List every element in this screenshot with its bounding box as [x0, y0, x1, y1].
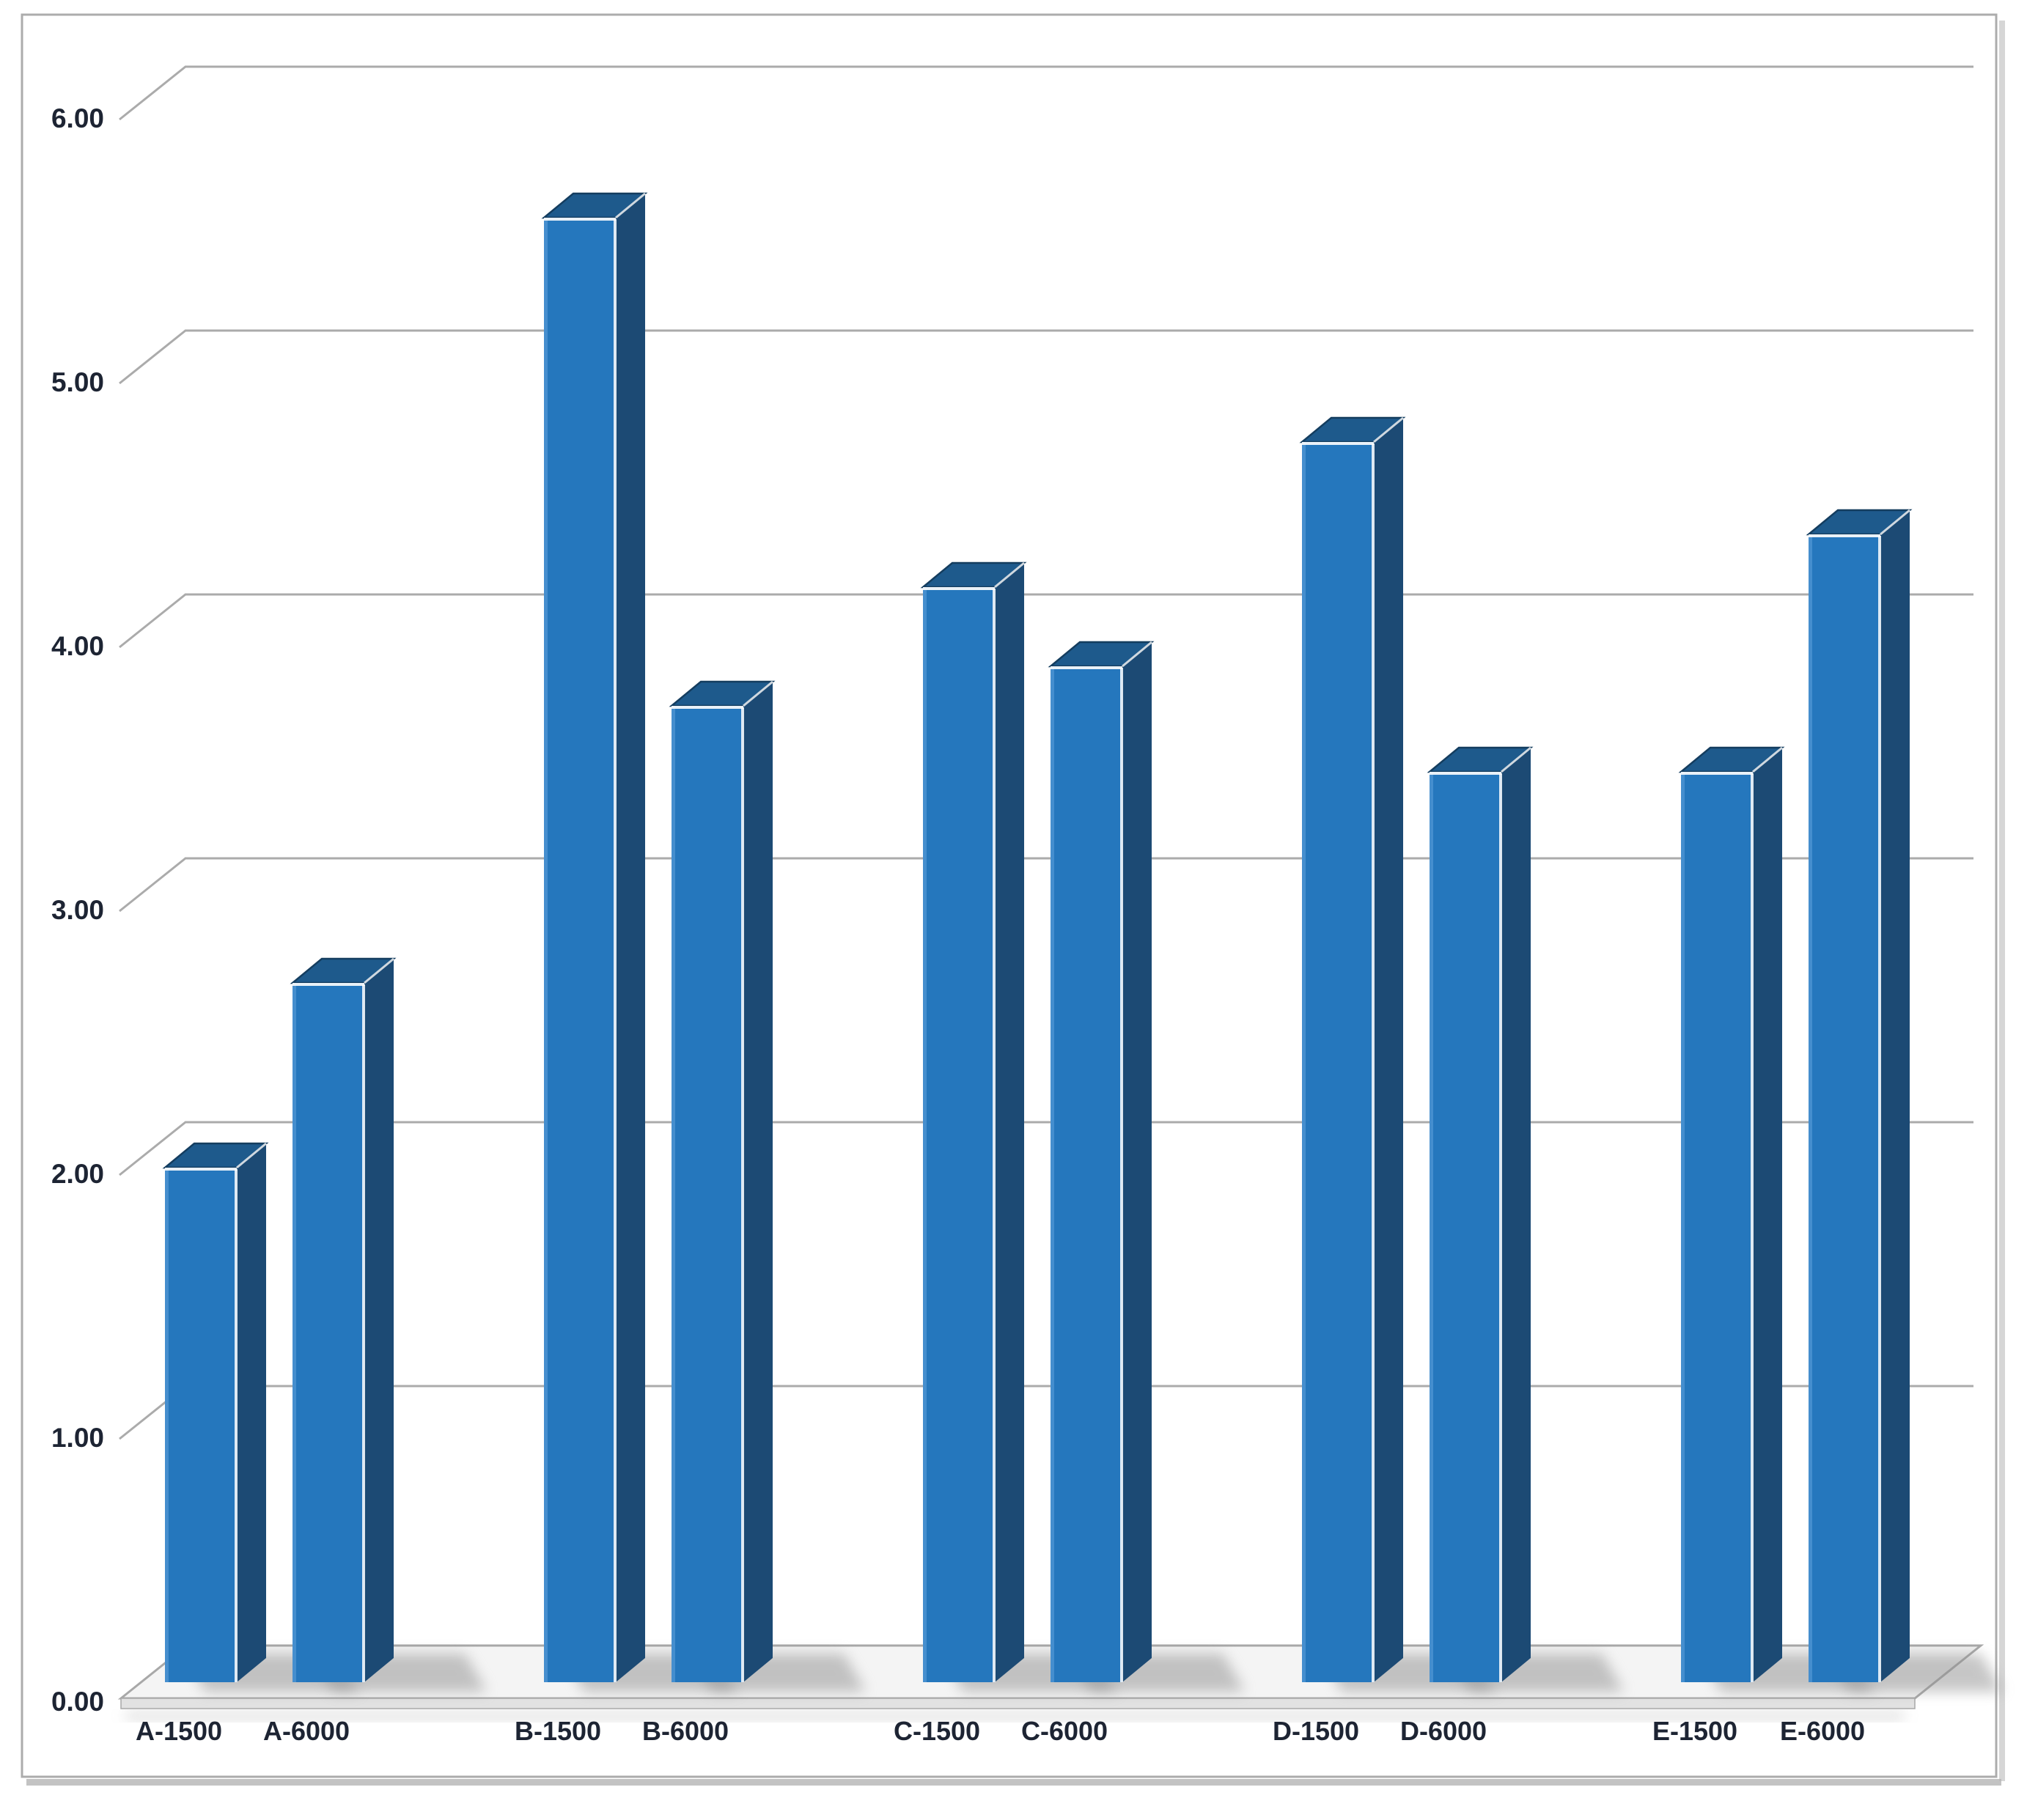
bar-front-edge-light — [672, 706, 675, 1682]
bar-side-face — [1374, 418, 1403, 1682]
bar-front-face — [544, 218, 616, 1682]
bar-front-face — [1681, 772, 1753, 1682]
y-tick-label: 1.00 — [51, 1423, 104, 1453]
x-axis-label: E-1500 — [1652, 1716, 1737, 1746]
bar-front-edge-light — [1051, 666, 1054, 1682]
bar-front-edge-light — [293, 983, 296, 1682]
bar-A-1500 — [162, 1142, 269, 1682]
y-axis: 0.00 1.00 2.00 3.00 4.00 5.00 6.00 — [51, 103, 104, 1717]
floor-bevel — [120, 1698, 1916, 1709]
bar-side-face — [995, 563, 1024, 1682]
gridline-6.00 — [119, 65, 1973, 121]
bar-side-face — [1753, 748, 1782, 1682]
bar-highlight-slant — [1752, 746, 1783, 773]
bar-highlight-slant — [364, 957, 394, 984]
bar-front-edge-light — [165, 1168, 169, 1682]
bar-highlight-slant — [236, 1142, 267, 1169]
bar-front-edge-light — [923, 587, 927, 1682]
y-tick-label: 3.00 — [51, 895, 104, 925]
bar-B-6000 — [669, 680, 776, 1682]
bar-highlight-slant — [1880, 509, 1910, 536]
bar-highlight-slant — [994, 561, 1025, 589]
x-axis-label: D-6000 — [1400, 1716, 1487, 1746]
bar-front-face — [672, 706, 743, 1682]
x-axis-label: B-1500 — [515, 1716, 601, 1746]
bar-highlight-slant — [615, 192, 646, 219]
x-axis-label: C-1500 — [894, 1716, 980, 1746]
bar-side-face — [364, 959, 394, 1682]
bar-highlight-slant — [743, 680, 773, 707]
x-axis: A-1500 A-6000 B-1500 B-6000 C-1500 C-6000 D-15… — [136, 1716, 1865, 1746]
bar-highlight-slant — [1501, 746, 1531, 773]
x-axis-label: A-6000 — [263, 1716, 350, 1746]
x-axis-label: C-6000 — [1021, 1716, 1108, 1746]
bar-side-face — [743, 682, 773, 1682]
bar-front-face — [293, 983, 364, 1682]
bar-B-1500 — [541, 192, 648, 1682]
bar-front-face — [923, 587, 995, 1682]
y-tick-label: 0.00 — [51, 1687, 104, 1717]
y-tick-label: 2.00 — [51, 1159, 104, 1189]
x-axis-label: D-1500 — [1273, 1716, 1359, 1746]
frame-shadow-bottom — [26, 1779, 2001, 1786]
bar-side-face — [237, 1143, 266, 1682]
bar-E-1500 — [1678, 746, 1785, 1682]
bar-front-face — [1809, 534, 1880, 1682]
y-tick-label: 6.00 — [51, 103, 104, 133]
bar-highlight-slant — [1122, 641, 1152, 668]
bar-A-6000 — [290, 957, 397, 1682]
x-axis-label: A-1500 — [136, 1716, 222, 1746]
bar-side-face — [616, 194, 645, 1682]
x-axis-label: B-6000 — [642, 1716, 729, 1746]
x-axis-label: E-6000 — [1780, 1716, 1865, 1746]
bar-front-edge-light — [1430, 772, 1433, 1682]
gridline-5.00 — [119, 329, 1973, 385]
bar-front-edge-light — [1809, 534, 1812, 1682]
bar-front-face — [1302, 442, 1374, 1682]
floor-shadow — [125, 1712, 1905, 1720]
bar-front-face — [1051, 666, 1122, 1682]
bar-E-6000 — [1806, 509, 1913, 1682]
bars — [162, 192, 1913, 1682]
bar-front-edge-light — [1302, 442, 1306, 1682]
bar-D-1500 — [1299, 416, 1406, 1682]
bar-front-edge-light — [1681, 772, 1685, 1682]
bar-highlight-slant — [1373, 416, 1404, 443]
bar-C-6000 — [1048, 641, 1155, 1682]
y-tick-label: 4.00 — [51, 631, 104, 661]
bar-front-face — [1430, 772, 1501, 1682]
bar-C-1500 — [920, 561, 1027, 1682]
bar-side-face — [1122, 642, 1152, 1682]
bar-front-edge-light — [544, 218, 548, 1682]
frame-shadow-right — [1999, 21, 2005, 1781]
y-tick-label: 5.00 — [51, 367, 104, 397]
bar-D-6000 — [1427, 746, 1534, 1682]
bar-side-face — [1501, 748, 1531, 1682]
bar-front-face — [165, 1168, 237, 1682]
bar-side-face — [1880, 510, 1910, 1682]
